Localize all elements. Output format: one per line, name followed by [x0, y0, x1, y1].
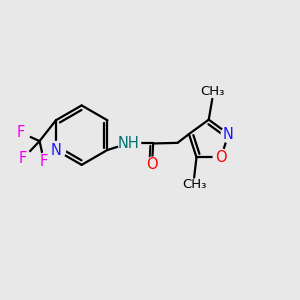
Text: O: O [146, 158, 158, 172]
Text: F: F [17, 125, 25, 140]
Text: F: F [19, 151, 27, 166]
Text: N: N [223, 127, 234, 142]
Text: CH₃: CH₃ [182, 178, 206, 191]
Text: F: F [40, 154, 48, 169]
Text: N: N [50, 142, 61, 158]
Text: CH₃: CH₃ [200, 85, 224, 98]
Text: NH: NH [118, 136, 140, 151]
Text: O: O [215, 150, 227, 165]
